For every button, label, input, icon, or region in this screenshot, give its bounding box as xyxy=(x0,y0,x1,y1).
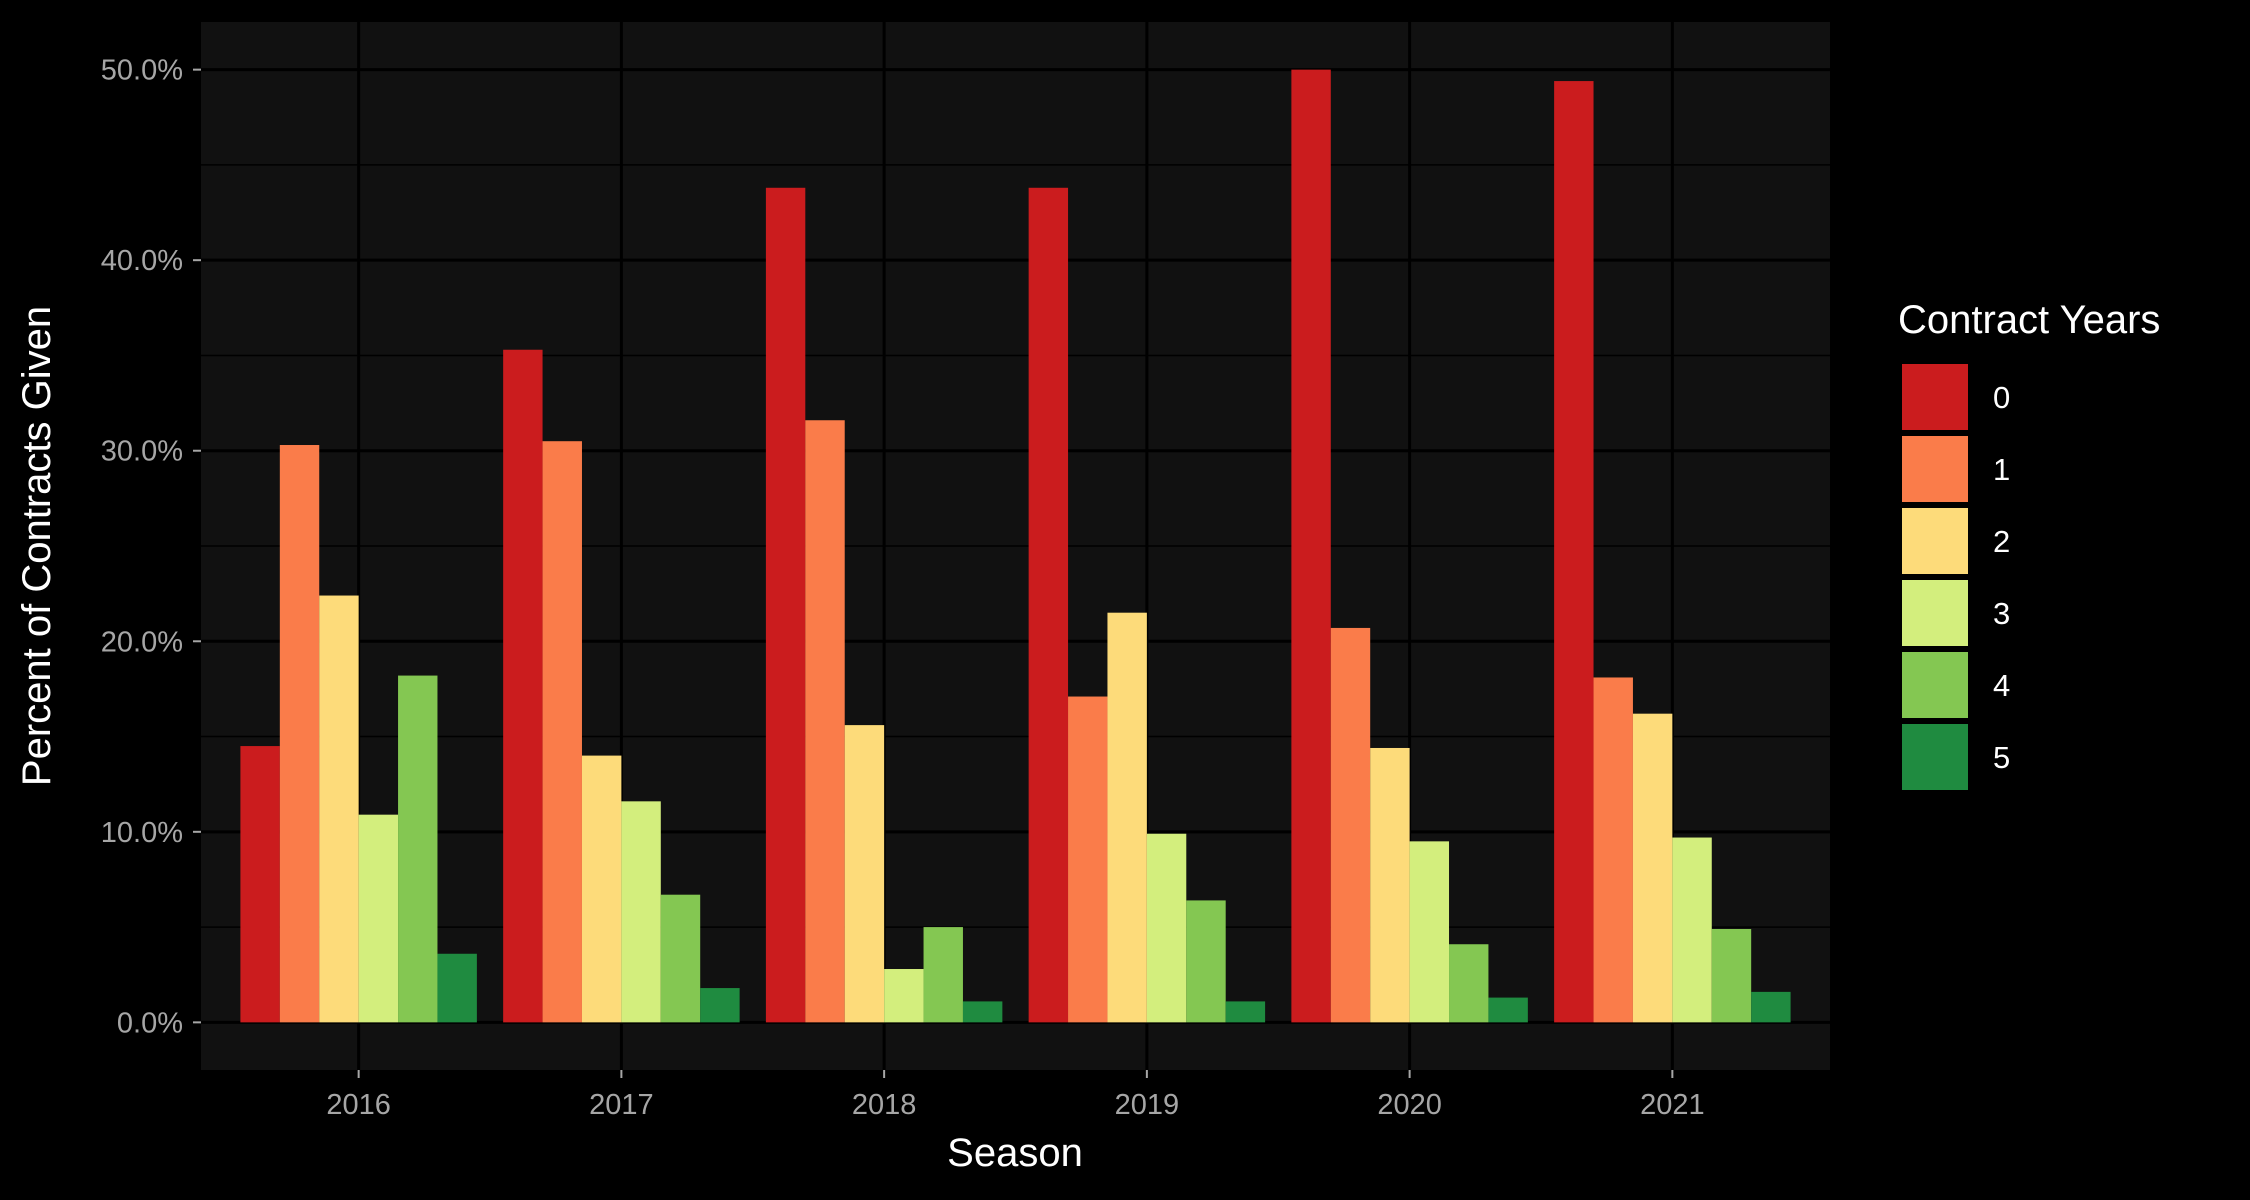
bar-2021-years-5 xyxy=(1751,991,1791,1023)
legend-swatch-0 xyxy=(1902,364,1968,430)
bar-2016-years-1 xyxy=(279,445,320,1023)
legend: Contract Years 0 1 2 3 4 5 xyxy=(1898,298,2160,790)
legend-label-3: 3 xyxy=(1993,596,2010,631)
x-tick-label: 2017 xyxy=(589,1089,654,1121)
y-tick-label: 0.0% xyxy=(117,1007,183,1039)
bar-2020-years-0 xyxy=(1291,69,1331,1023)
legend-label-5: 5 xyxy=(1993,740,2010,775)
bar-2017-years-2 xyxy=(581,755,622,1023)
bar-2018-years-3 xyxy=(884,969,924,1023)
x-axis: 2016 2017 2018 2019 2020 2021 xyxy=(326,1070,1705,1121)
bar-2019-years-0 xyxy=(1028,187,1069,1023)
y-tick-label: 30.0% xyxy=(101,436,183,468)
bar-2020-years-2 xyxy=(1370,747,1410,1023)
bar-2018-years-1 xyxy=(805,420,845,1023)
bar-2016-years-5 xyxy=(437,953,477,1023)
bar-2019-years-4 xyxy=(1186,900,1226,1023)
bar-2019-years-2 xyxy=(1107,612,1147,1023)
bar-2021-years-1 xyxy=(1593,677,1633,1023)
legend-label-0: 0 xyxy=(1993,380,2010,415)
bar-2016-years-2 xyxy=(319,595,359,1023)
y-axis: 0.0% 10.0% 20.0% 30.0% 40.0% 50.0% xyxy=(101,55,201,1039)
x-tick-label: 2019 xyxy=(1115,1089,1180,1121)
bar-2020-years-5 xyxy=(1488,997,1528,1023)
legend-title: Contract Years xyxy=(1898,298,2160,342)
bar-2016-years-3 xyxy=(358,814,399,1023)
bar-2019-years-1 xyxy=(1068,696,1108,1023)
legend-items: 0 1 2 3 4 5 xyxy=(1902,364,2010,790)
bar-2021-years-3 xyxy=(1672,837,1712,1023)
bar-2021-years-4 xyxy=(1711,928,1752,1023)
legend-label-2: 2 xyxy=(1993,524,2010,559)
x-axis-title: Season xyxy=(947,1131,1083,1175)
bar-2016-years-0 xyxy=(240,746,280,1023)
legend-label-1: 1 xyxy=(1993,452,2010,487)
legend-swatch-5 xyxy=(1902,724,1968,790)
bar-2020-years-4 xyxy=(1449,944,1489,1023)
bar-2020-years-1 xyxy=(1330,627,1371,1023)
bar-2018-years-0 xyxy=(765,187,806,1023)
bar-2019-years-5 xyxy=(1225,1001,1266,1023)
bar-2020-years-3 xyxy=(1409,841,1450,1023)
bar-2017-years-5 xyxy=(700,988,740,1023)
bar-2019-years-3 xyxy=(1146,833,1187,1023)
y-tick-label: 10.0% xyxy=(101,817,183,849)
y-tick-label: 20.0% xyxy=(101,626,183,658)
bar-2017-years-3 xyxy=(621,801,661,1023)
legend-swatch-2 xyxy=(1902,508,1968,574)
bar-2017-years-4 xyxy=(660,894,701,1023)
y-tick-label: 50.0% xyxy=(101,55,183,87)
y-tick-label: 40.0% xyxy=(101,245,183,277)
bar-2021-years-0 xyxy=(1554,81,1594,1023)
x-tick-label: 2021 xyxy=(1640,1089,1705,1121)
x-tick-label: 2018 xyxy=(852,1089,917,1121)
bar-2017-years-0 xyxy=(503,349,543,1023)
x-tick-label: 2016 xyxy=(326,1089,391,1121)
legend-swatch-4 xyxy=(1902,652,1968,718)
bars xyxy=(240,69,1791,1023)
x-tick-label: 2020 xyxy=(1377,1089,1442,1121)
bar-2018-years-5 xyxy=(962,1001,1003,1023)
bar-2018-years-2 xyxy=(844,725,885,1023)
legend-swatch-1 xyxy=(1902,436,1968,502)
legend-label-4: 4 xyxy=(1993,668,2010,703)
bar-2018-years-4 xyxy=(923,927,963,1023)
bar-2016-years-4 xyxy=(398,675,438,1023)
legend-swatch-3 xyxy=(1902,580,1968,646)
y-axis-title: Percent of Contracts Given xyxy=(15,306,59,786)
bar-2021-years-2 xyxy=(1632,713,1673,1023)
bar-2017-years-1 xyxy=(542,441,582,1023)
